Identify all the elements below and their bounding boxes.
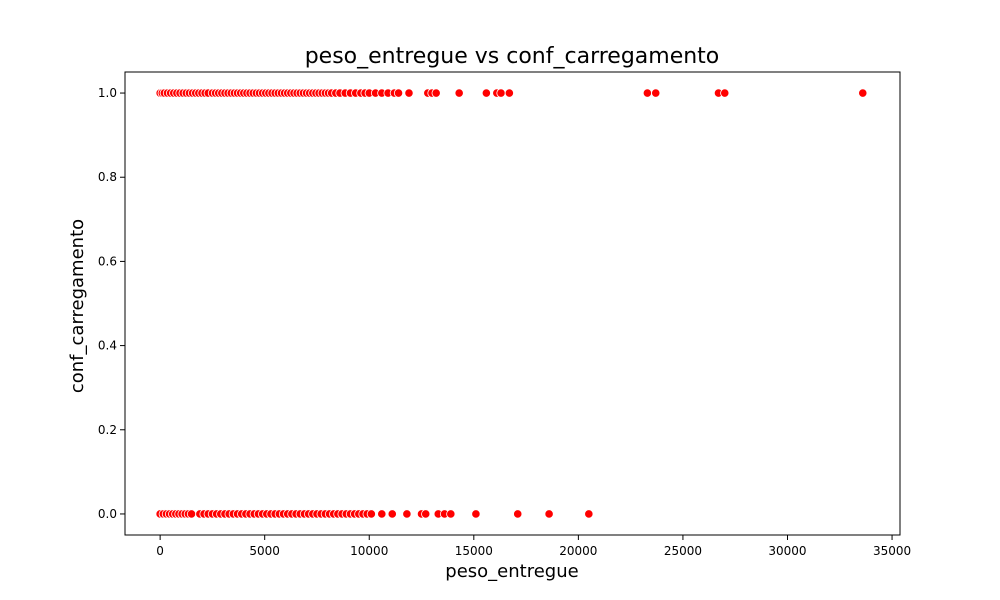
y-tick-label: 1.0 [98,86,117,100]
x-axis: 0 5000 10000 15000 20000 25000 30000 35000 [156,535,911,558]
data-point [651,88,661,98]
data-point [366,509,376,519]
data-point [402,509,412,519]
plot-area [155,88,868,519]
y-tick-label: 0.2 [98,423,117,437]
y-axis-label: conf_carregamento [67,219,88,393]
data-point [387,509,397,519]
data-point [858,88,868,98]
data-point [471,509,481,519]
data-point [186,509,197,519]
x-tick-label: 20000 [559,544,597,558]
y-tick-label: 0.0 [98,507,117,521]
x-tick-label: 5000 [249,544,280,558]
data-point [584,509,594,519]
data-point [431,88,441,98]
x-tick-label: 30000 [768,544,806,558]
data-point [393,88,404,98]
x-tick-label: 35000 [873,544,911,558]
data-point [720,88,730,98]
x-tick-label: 10000 [350,544,388,558]
chart-title: peso_entregue vs conf_carregamento [305,44,720,69]
y-tick-label: 0.6 [98,254,117,268]
y-tick-label: 0.4 [98,339,117,353]
data-point [421,509,431,519]
data-point [504,88,514,98]
x-tick-label: 25000 [664,544,702,558]
x-tick-label: 0 [156,544,164,558]
data-point [454,88,464,98]
axes-frame [124,71,901,536]
x-axis-label: peso_entregue [445,561,578,582]
data-point [404,88,414,98]
data-point [446,509,456,519]
x-tick-label: 15000 [455,544,493,558]
data-point [377,509,387,519]
data-point [481,88,491,98]
data-point [642,88,652,98]
data-point [544,509,554,519]
data-point [513,509,523,519]
data-point [496,88,506,98]
y-tick-label: 0.8 [98,170,117,184]
y-axis: 0.0 0.2 0.4 0.6 0.8 1.0 [98,86,125,521]
